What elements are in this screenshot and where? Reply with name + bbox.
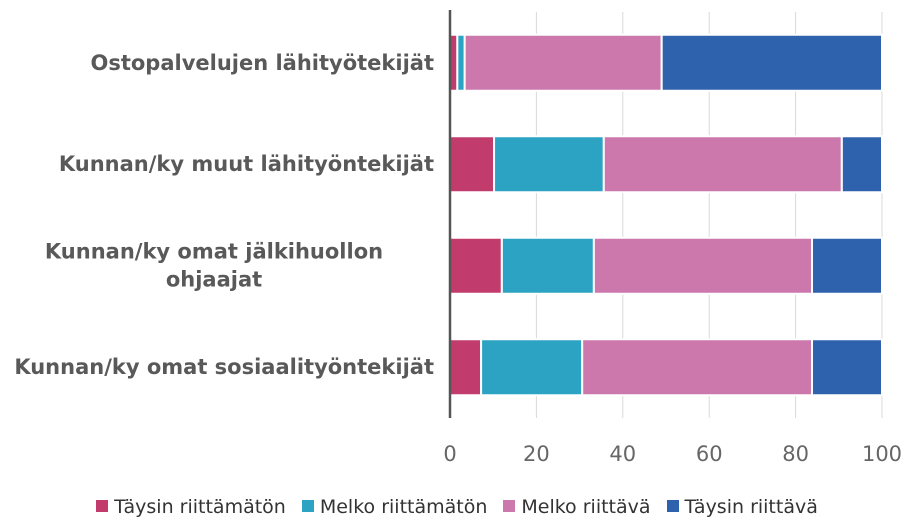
legend-item: Melko riittävä	[503, 496, 651, 518]
legend-swatch	[503, 500, 516, 512]
bar-segment	[480, 338, 584, 397]
legend: Täysin riittämätön Melko riittämätön Melko…	[0, 496, 914, 518]
bar-segment	[602, 135, 843, 194]
bar-segment	[449, 135, 496, 194]
category-label: Kunnan/ky muut lähityöntekijät	[0, 150, 434, 178]
bar-segment	[449, 236, 503, 295]
bar-segment	[500, 236, 595, 295]
category-label: Kunnan/ky omat jälkihuollon ohjaajat	[0, 237, 434, 294]
bar-segment	[456, 33, 466, 92]
bar-segment	[811, 338, 883, 397]
category-text: Kunnan/ky muut lähityöntekijät	[58, 152, 434, 177]
legend-label: Täysin riittävä	[684, 496, 818, 518]
bar-segment	[840, 135, 883, 194]
x-tick-label: 100	[862, 442, 902, 466]
bar-segment	[592, 236, 814, 295]
bar-segment	[581, 338, 814, 397]
bar-segment	[660, 33, 883, 92]
category-label: Ostopalvelujen lähityötekijät	[0, 49, 434, 77]
legend-label: Melko riittämätön	[319, 496, 488, 518]
legend-item: Täysin riittämätön	[96, 496, 286, 518]
legend-label: Melko riittävä	[521, 496, 651, 518]
x-tick-label: 20	[523, 442, 550, 466]
bar-segment	[811, 236, 883, 295]
legend-item: Täysin riittävä	[666, 496, 818, 518]
x-tick-label: 0	[443, 442, 456, 466]
x-tick-label: 40	[609, 442, 636, 466]
legend-item: Melko riittämätön	[301, 496, 488, 518]
bar-segment	[449, 338, 483, 397]
legend-swatch	[301, 500, 314, 512]
category-text: Ostopalvelujen lähityötekijät	[90, 50, 434, 75]
bar-segment	[463, 33, 663, 92]
bar-segment	[493, 135, 605, 194]
x-tick-label: 80	[782, 442, 809, 466]
legend-label: Täysin riittämätön	[114, 496, 286, 518]
legend-swatch	[96, 500, 109, 512]
x-tick-label: 60	[696, 442, 723, 466]
category-text: Kunnan/ky omat jälkihuollon ohjaajat	[44, 239, 384, 292]
category-label: Kunnan/ky omat sosiaalityöntekijät	[0, 353, 434, 381]
category-text: Kunnan/ky omat sosiaalityöntekijät	[14, 355, 434, 380]
legend-swatch	[666, 500, 679, 512]
